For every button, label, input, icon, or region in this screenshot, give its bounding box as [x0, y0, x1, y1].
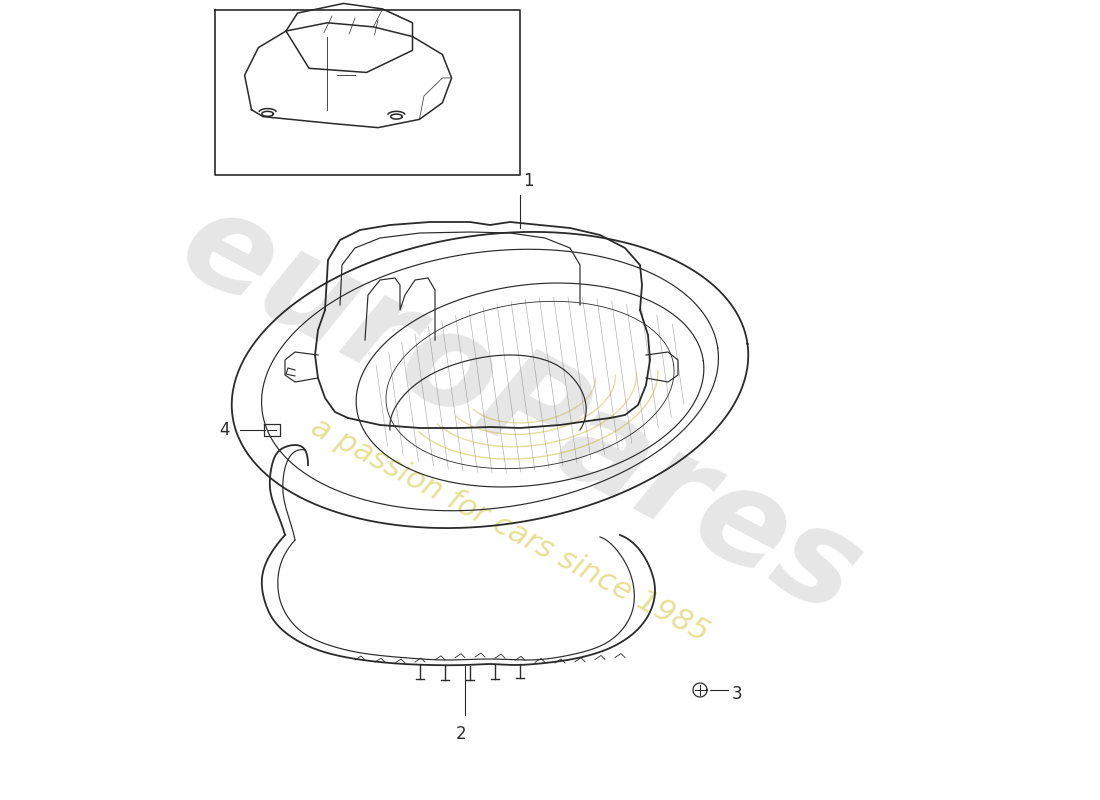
Text: 3: 3 — [732, 685, 742, 703]
Text: 2: 2 — [455, 725, 466, 743]
Text: 4: 4 — [220, 421, 230, 439]
Text: a passion for cars since 1985: a passion for cars since 1985 — [306, 413, 714, 647]
Text: euroPares: euroPares — [160, 178, 881, 642]
Text: 1: 1 — [522, 172, 534, 190]
